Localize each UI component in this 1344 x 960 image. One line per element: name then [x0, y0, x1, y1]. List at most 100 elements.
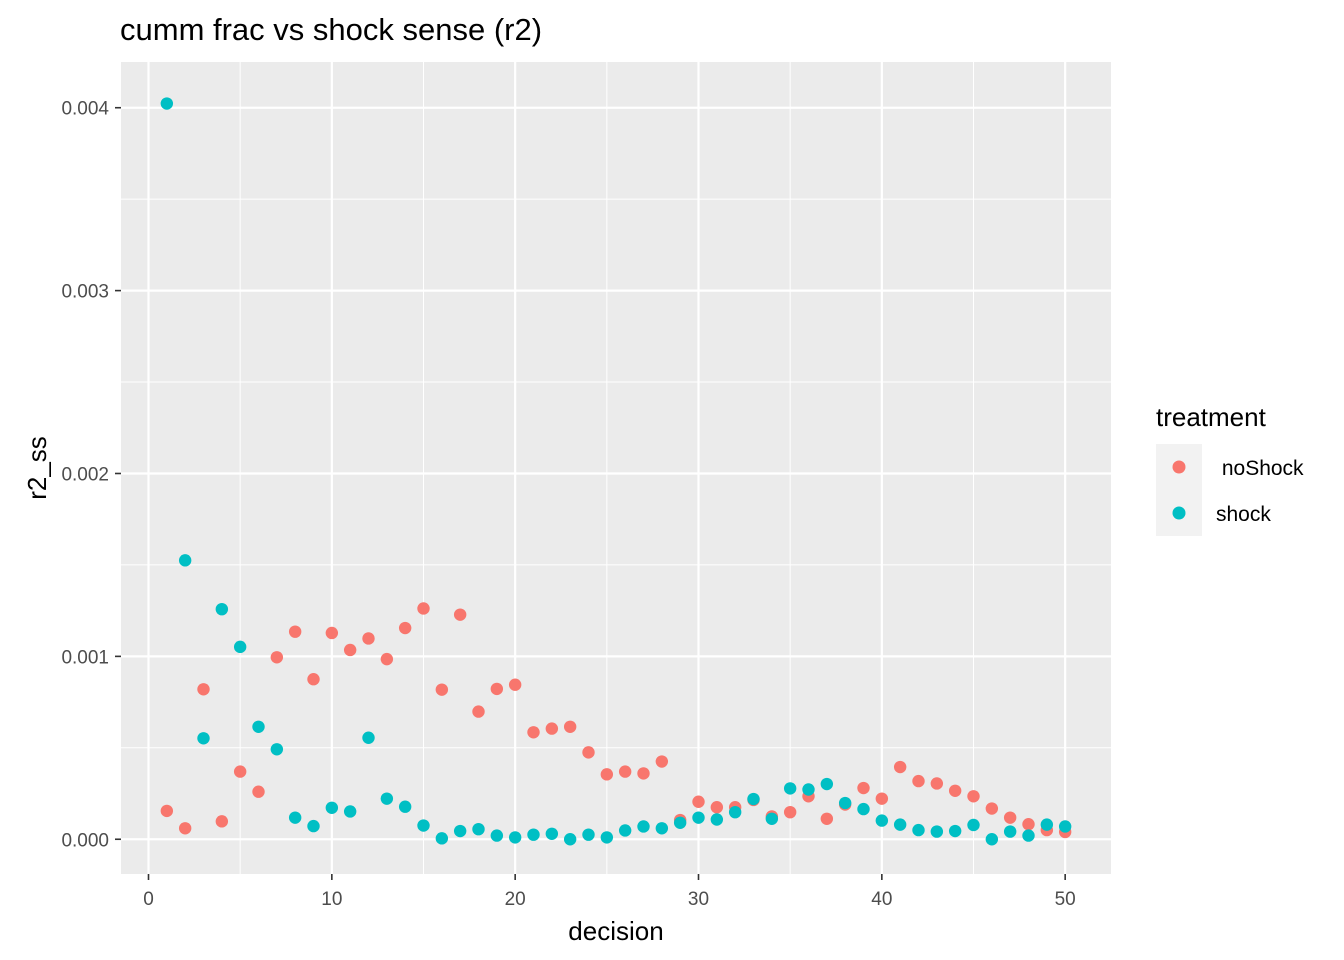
- point-shock: [490, 829, 504, 842]
- point-noshock: [655, 755, 669, 768]
- point-shock: [178, 554, 192, 567]
- point-noshock: [380, 652, 394, 666]
- y-axis: 0.000 0.001 0.002 0.003 0.004: [61, 99, 121, 851]
- point-shock: [985, 833, 999, 846]
- y-axis-title: r2_ss: [22, 436, 52, 500]
- x-tick-label: 20: [505, 889, 526, 910]
- y-tick-label: 0.001: [61, 647, 109, 668]
- point-noshock: [343, 643, 357, 657]
- y-tick-label: 0.004: [61, 99, 109, 120]
- point-noshock: [967, 790, 980, 803]
- legend-label-shock: shock: [1216, 503, 1271, 526]
- point-shock: [692, 811, 705, 824]
- point-shock: [747, 792, 760, 806]
- point-shock: [288, 811, 302, 824]
- point-shock: [1058, 820, 1072, 833]
- point-noshock: [545, 722, 559, 735]
- x-tick-label: 30: [688, 889, 709, 910]
- point-noshock: [252, 785, 265, 798]
- point-shock: [600, 831, 614, 844]
- point-shock: [325, 801, 339, 814]
- point-noshock: [288, 625, 302, 638]
- point-shock: [637, 820, 650, 833]
- point-noshock: [692, 795, 705, 808]
- point-shock: [380, 792, 394, 805]
- point-shock: [893, 818, 907, 831]
- point-shock: [453, 824, 467, 838]
- point-shock: [838, 796, 852, 810]
- point-noshock: [508, 678, 522, 691]
- point-noshock: [417, 602, 430, 615]
- point-shock: [343, 805, 357, 818]
- point-noshock: [453, 608, 467, 621]
- point-shock: [1040, 818, 1054, 831]
- point-noshock: [398, 621, 412, 635]
- point-noshock: [1003, 811, 1017, 824]
- point-shock: [930, 825, 944, 838]
- legend-marker-noshock: [1172, 460, 1186, 474]
- point-noshock: [215, 815, 229, 828]
- point-noshock: [197, 683, 210, 696]
- legend-title: treatment: [1156, 402, 1267, 432]
- point-noshock: [362, 632, 375, 645]
- point-shock: [417, 819, 430, 832]
- point-noshock: [618, 765, 632, 778]
- point-noshock: [527, 726, 540, 739]
- point-noshock: [325, 626, 339, 640]
- point-shock: [307, 819, 320, 833]
- point-noshock: [270, 651, 284, 664]
- point-noshock: [490, 682, 504, 696]
- point-noshock: [307, 673, 320, 686]
- point-noshock: [178, 822, 192, 835]
- point-shock: [618, 824, 632, 837]
- point-shock: [710, 813, 724, 826]
- x-axis: 0 10 20 30 40 50: [143, 874, 1076, 910]
- point-shock: [1022, 829, 1035, 842]
- point-noshock: [985, 802, 999, 815]
- point-shock: [655, 822, 669, 835]
- point-shock: [563, 833, 577, 846]
- data-points: [160, 97, 1072, 846]
- point-shock: [912, 823, 925, 837]
- point-noshock: [893, 760, 907, 774]
- point-shock: [160, 97, 174, 110]
- x-tick-label: 40: [871, 889, 892, 910]
- legend-marker-shock: [1172, 506, 1186, 520]
- point-shock: [967, 818, 980, 832]
- point-noshock: [948, 784, 962, 797]
- point-noshock: [600, 768, 614, 781]
- point-shock: [728, 805, 742, 819]
- point-shock: [527, 828, 540, 841]
- point-noshock: [930, 777, 944, 790]
- point-shock: [820, 777, 834, 791]
- x-axis-title: decision: [568, 916, 663, 946]
- legend-label-noshock: noShock: [1216, 457, 1304, 480]
- point-noshock: [233, 765, 247, 778]
- point-shock: [765, 812, 779, 825]
- y-tick-label: 0.003: [61, 282, 109, 303]
- point-noshock: [820, 812, 834, 825]
- point-shock: [197, 732, 210, 745]
- point-noshock: [783, 805, 797, 819]
- point-shock: [673, 816, 687, 829]
- point-shock: [875, 814, 889, 827]
- point-shock: [802, 783, 815, 796]
- point-shock: [948, 824, 962, 838]
- point-shock: [545, 827, 559, 840]
- grid-lines: [121, 62, 1111, 874]
- point-shock: [783, 782, 797, 795]
- legend: treatment noShock shock: [1156, 402, 1304, 536]
- y-tick-label: 0.002: [61, 464, 109, 485]
- point-noshock: [857, 781, 870, 795]
- x-tick-label: 10: [321, 889, 342, 910]
- point-shock: [270, 743, 284, 756]
- point-shock: [398, 800, 412, 813]
- point-noshock: [1022, 818, 1035, 831]
- point-noshock: [563, 720, 577, 733]
- point-noshock: [912, 774, 925, 788]
- point-shock: [435, 832, 449, 845]
- point-shock: [508, 831, 522, 844]
- point-shock: [362, 731, 375, 744]
- chart-title: cumm frac vs shock sense (r2): [120, 12, 542, 47]
